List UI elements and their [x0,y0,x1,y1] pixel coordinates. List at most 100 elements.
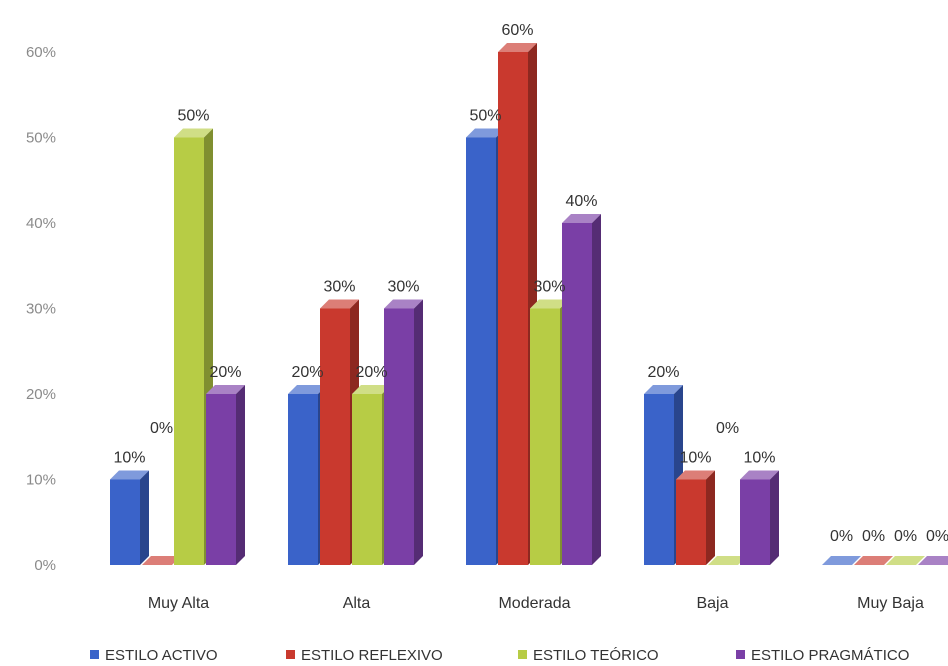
x-category-label: Muy Baja [857,595,924,612]
bar-front [320,308,350,565]
bar-front [352,394,382,565]
bar-top [708,556,747,565]
data-label: 40% [565,193,597,210]
bar-estilo-reflexivo-baja [676,470,715,565]
y-tick-label: 20% [26,386,56,403]
legend-label: ESTILO PRAGMÁTICO [751,647,909,664]
category-labels: Muy Alta Alta Moderada Baja Muy Baja [148,595,924,612]
data-label: 10% [679,450,711,467]
bar-side [414,299,423,565]
bar-top [174,128,213,138]
bar-front [288,394,318,565]
data-label: 50% [177,108,209,125]
bar-front [206,394,236,565]
y-tick-label: 30% [26,301,56,318]
data-label: 60% [501,22,533,39]
y-tick-label: 60% [26,44,56,61]
bar-front [530,308,560,565]
data-label: 20% [647,364,679,381]
bar-top [110,470,149,480]
bar-top [530,299,569,309]
bar-front [562,223,592,565]
x-category-label: Baja [696,595,728,612]
bar-estilo-pragmatico-alta [384,299,423,565]
legend-item-estilo-pragmatico: ESTILO PRAGMÁTICO [736,647,909,664]
data-label: 0% [716,420,739,437]
legend-swatch [90,650,99,659]
bar-front [174,137,204,565]
bar-top [288,385,327,394]
bar-side [236,385,245,565]
bar-front [676,479,706,565]
bar-top [498,43,537,52]
data-label: 0% [862,528,885,545]
legend: ESTILO ACTIVO ESTILO REFLEXIVO ESTILO TEÓR… [90,647,909,664]
bar-top [822,556,861,565]
data-label: 20% [291,364,323,381]
bars [110,43,948,566]
bar-top [352,385,391,394]
y-tick-label: 10% [26,472,56,489]
bar-estilo-activo-muy-baja [822,556,861,566]
legend-swatch [518,650,527,659]
data-labels: 10%0%50%20% 20%30%20%30%50%60%30%40%20%10… [113,22,948,545]
bar-front [384,308,414,565]
bar-estilo-pragmatico-muy-alta [206,385,245,565]
data-label: 0% [894,528,917,545]
legend-item-estilo-teorico: ESTILO TEÓRICO [518,647,659,664]
bar-top [142,556,181,565]
y-tick-label: 50% [26,130,56,147]
y-axis: 0% 10% 20% 30% 40% 50% 60% [26,44,56,574]
bar-top [384,299,423,309]
bar-side [592,214,601,565]
x-category-label: Moderada [498,595,570,612]
bar-top [320,299,359,309]
bar-front [498,52,528,565]
bar-top [740,470,779,480]
data-label: 30% [323,279,355,296]
bar-side [706,470,715,565]
bar-front [110,479,140,565]
data-label: 0% [830,528,853,545]
data-label: 20% [209,364,241,381]
bar-top [854,556,893,565]
y-tick-label: 0% [34,557,56,574]
legend-label: ESTILO REFLEXIVO [301,647,443,664]
legend-swatch [736,650,745,659]
x-category-label: Muy Alta [148,595,209,612]
data-label: 30% [533,279,565,296]
data-label: 30% [387,279,419,296]
bar-front [740,479,770,565]
legend-label: ESTILO ACTIVO [105,647,218,664]
bar-estilo-teorico-baja [708,556,747,566]
data-label: 20% [355,364,387,381]
data-label: 0% [926,528,948,545]
data-label: 10% [743,450,775,467]
bar-top [918,556,948,565]
bar-top [562,214,601,223]
bar-estilo-pragmatico-muy-baja [918,556,948,566]
legend-item-estilo-activo: ESTILO ACTIVO [90,647,218,664]
bar-front [644,394,674,565]
legend-swatch [286,650,295,659]
bar-top [466,128,505,138]
legend-item-estilo-reflexivo: ESTILO REFLEXIVO [286,647,443,664]
bar-top [676,470,715,480]
x-category-label: Alta [343,595,371,612]
bar-top [644,385,683,394]
legend-label: ESTILO TEÓRICO [533,647,659,664]
bar-front [466,137,496,565]
data-label: 0% [150,420,173,437]
bar-estilo-reflexivo-muy-alta [142,556,181,566]
bar-top [206,385,245,394]
bar-side [140,470,149,565]
bar-estilo-activo-muy-alta [110,470,149,565]
bar-estilo-reflexivo-muy-baja [854,556,893,566]
data-label: 10% [113,450,145,467]
y-tick-label: 40% [26,215,56,232]
data-label: 50% [469,108,501,125]
bar-estilo-pragmatico-moderada [562,214,601,565]
bar-estilo-pragmatico-baja [740,470,779,565]
bar-top [886,556,925,565]
